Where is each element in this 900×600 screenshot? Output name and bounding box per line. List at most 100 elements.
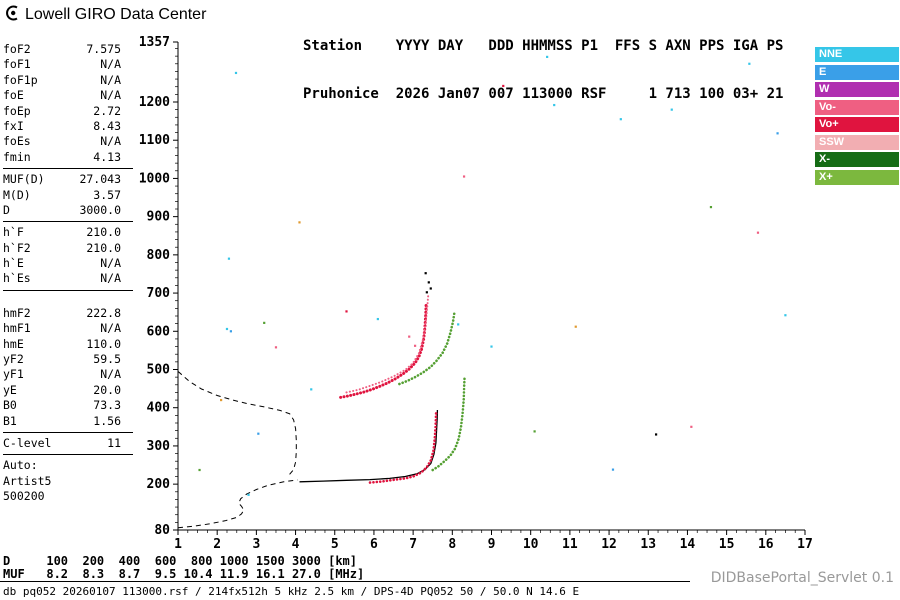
echo-legend: NNE E W Vo- Vo+ SSW X- X+: [815, 47, 899, 187]
param-label: foF2: [3, 42, 31, 56]
record-info-footer: db pq052 20260107 113000.rsf / 214fx512h…: [3, 585, 580, 598]
noise-dot: [298, 221, 301, 224]
y-tick-label: 1000: [139, 171, 170, 186]
param-label: yF1: [3, 367, 24, 382]
param-divider: [3, 431, 133, 433]
noise-dot: [310, 388, 313, 391]
param-label: h`F: [3, 225, 24, 240]
param-row-foep: foEp 2.72: [3, 104, 133, 119]
param-row-md: M(D) 3.57: [3, 188, 133, 203]
noise-dot: [413, 344, 417, 347]
y-tick-label: 80: [154, 523, 170, 538]
x-tick-label: 3: [252, 537, 260, 552]
param-value: 210.0: [86, 225, 121, 240]
noise-dot: [709, 205, 713, 209]
param-divider: [3, 454, 133, 456]
param-value: N/A: [100, 72, 121, 87]
series-profile-topside: [177, 371, 297, 477]
y-tick-label: 800: [147, 248, 171, 263]
param-row-fof1: foF1 N/A: [3, 57, 133, 72]
noise-dot: [502, 84, 505, 88]
param-value: 7.575: [86, 42, 121, 56]
x-tick-label: 15: [719, 537, 735, 552]
param-label: foEs: [3, 134, 31, 149]
param-row-hme: hmE 110.0: [3, 337, 133, 352]
y-tick-label: 1200: [139, 95, 170, 110]
x-tick-label: 5: [331, 537, 339, 552]
noise-dot: [553, 103, 556, 107]
muf-row: MUF 8.2 8.3 8.7 9.5 10.4 11.9 16.1 27.0 …: [3, 567, 365, 581]
station-header: Station YYYY DAY DDD HHMMSS P1 FFS S AXN…: [303, 6, 783, 118]
noise-dot: [227, 257, 231, 260]
param-label: fmin: [3, 149, 31, 164]
param-row-foe: foE N/A: [3, 88, 133, 103]
param-label: MUF(D): [3, 172, 45, 187]
y-tick-label: 300: [147, 439, 171, 454]
x-tick-label: 17: [797, 537, 813, 552]
param-label: foE: [3, 88, 24, 103]
param-value: 27.043: [79, 172, 121, 187]
x-tick-label: 11: [562, 537, 578, 552]
x-tick-label: 1: [174, 537, 182, 552]
noise-dot: [234, 71, 238, 75]
series-f-trace-x-echo: [431, 377, 466, 472]
noise-dot: [408, 335, 411, 338]
param-label: foF1: [3, 57, 31, 72]
param-value: 20.0: [93, 382, 121, 397]
param-row-clevel: C-level 11: [3, 436, 133, 451]
y-tick-label: 500: [147, 362, 171, 377]
x-tick-label: 2: [213, 537, 221, 552]
param-label: h`F2: [3, 240, 31, 255]
x-tick-label: 16: [758, 537, 774, 552]
param-value: 2.72: [93, 103, 121, 118]
param-label: h`Es: [3, 271, 31, 286]
x-tick-label: 12: [601, 537, 617, 552]
param-value: N/A: [100, 88, 121, 103]
noise-dot: [756, 231, 760, 234]
noise-dot: [425, 291, 428, 294]
param-value: N/A: [100, 134, 121, 149]
noise-dot: [376, 317, 379, 321]
series-second-hop-o-upper: [345, 292, 430, 394]
param-value: 4.13: [93, 149, 121, 164]
legend-item-w: W: [815, 82, 899, 97]
noise-dot: [427, 281, 430, 284]
servlet-version-label: DIDBasePortal_Servlet 0.1: [710, 570, 894, 586]
param-row-hf2: h`F2 210.0: [3, 241, 133, 256]
param-row-he: h`E N/A: [3, 256, 133, 271]
page-title: Lowell GIRO Data Center: [25, 6, 207, 23]
param-label: B1: [3, 413, 17, 428]
param-label: yE: [3, 382, 17, 397]
x-tick-label: 4: [292, 537, 300, 552]
x-tick-label: 14: [680, 537, 696, 552]
param-row-hmf2: hmF2 222.8: [3, 306, 133, 321]
series-f-trace-model: [299, 409, 439, 483]
param-label: fxI: [3, 118, 24, 133]
param-value: 210.0: [86, 240, 121, 255]
distance-row: D 100 200 400 600 800 1000 1500 3000 [km…: [3, 554, 358, 568]
x-tick-label: 7: [409, 537, 417, 552]
noise-dot: [229, 330, 233, 333]
param-value: 222.8: [86, 305, 121, 320]
y-tick-label: 400: [147, 401, 171, 416]
noise-dot: [429, 287, 432, 290]
param-row-hmf1: hmF1 N/A: [3, 321, 133, 336]
legend-item-ssw: SSW: [815, 134, 899, 150]
noise-dot: [274, 346, 278, 349]
footer-divider: [0, 581, 690, 582]
param-value: N/A: [100, 271, 121, 286]
param-value: N/A: [100, 367, 121, 382]
param-value: N/A: [100, 57, 121, 72]
param-label: h`E: [3, 256, 24, 271]
x-tick-label: 6: [370, 537, 378, 552]
param-row-fof2: foF2 7.575: [3, 42, 133, 57]
noise-dot: [457, 323, 460, 326]
x-tick-label: 8: [448, 537, 456, 552]
param-label: foEp: [3, 103, 31, 118]
noise-dot: [748, 62, 751, 65]
legend-item-x: X-: [815, 152, 899, 167]
param-value: N/A: [100, 321, 121, 336]
param-value: 110.0: [86, 336, 121, 351]
giro-logo-icon: [4, 4, 22, 26]
param-divider: [3, 221, 133, 223]
